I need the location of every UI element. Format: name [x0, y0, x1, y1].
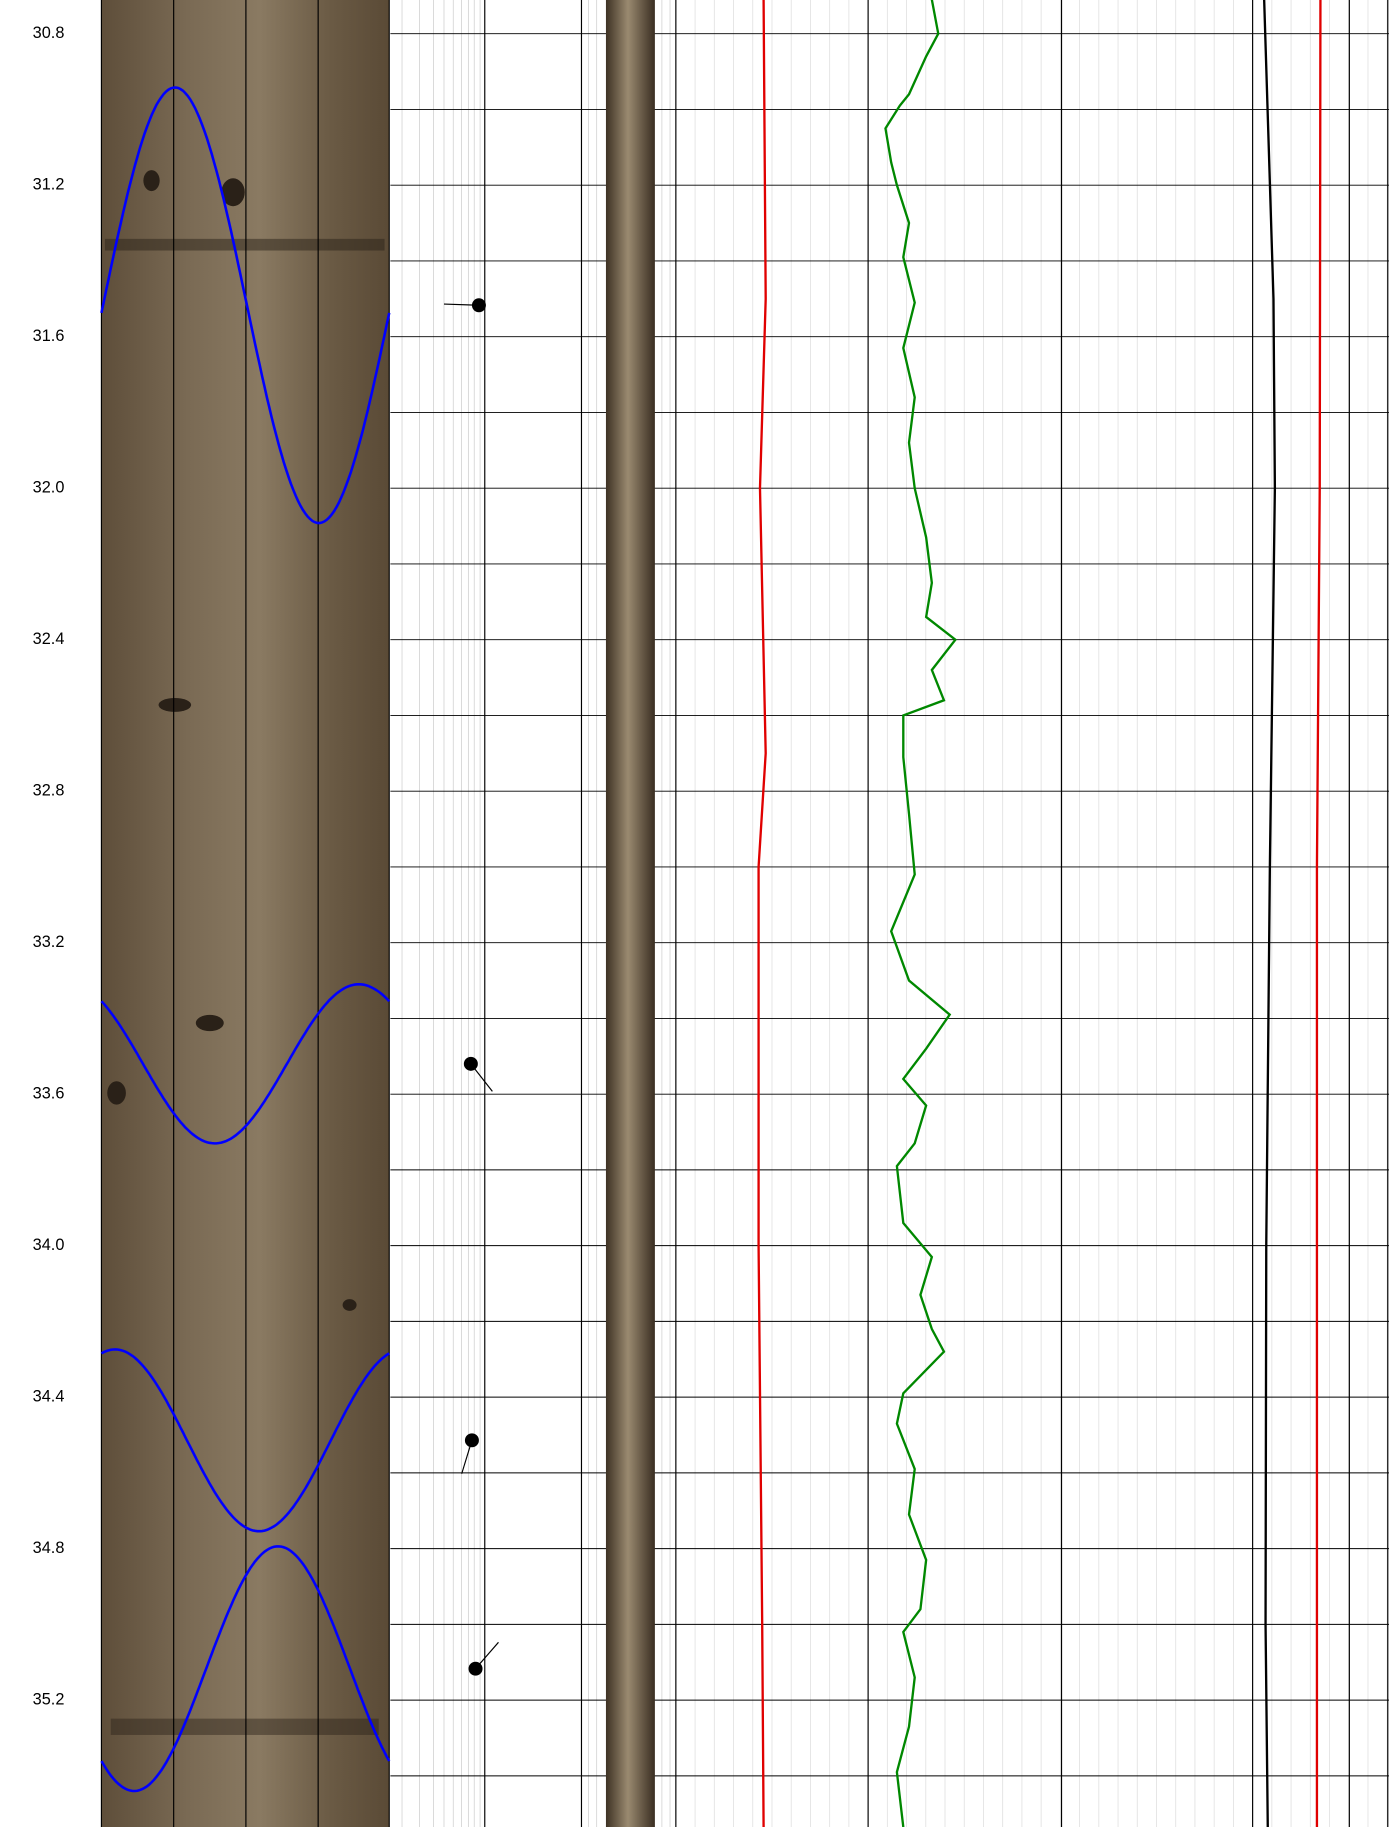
image-features: [104, 170, 385, 1735]
depth-label: 30.8: [33, 24, 65, 42]
depth-label: 33.6: [33, 1084, 65, 1102]
tadpole: [464, 1433, 479, 1448]
log-curve: [1263, 0, 1277, 1827]
log-curve: [884, 0, 958, 1827]
core-image: [605, 0, 655, 1827]
depth-label: 34.0: [33, 1236, 65, 1254]
depth-label: 33.2: [33, 933, 65, 951]
sinusoid: [100, 983, 391, 1145]
depth-label: 34.4: [33, 1387, 65, 1405]
depth-label: 31.6: [33, 327, 65, 345]
depth-label: 32.4: [33, 630, 65, 648]
log-curve: [1315, 0, 1322, 1827]
sinusoid: [100, 1545, 391, 1793]
log-curve: [757, 0, 767, 1827]
depth-label: 35.2: [33, 1690, 65, 1708]
depth-label: 32.8: [33, 781, 65, 799]
tadpole: [468, 1661, 483, 1676]
depth-label: 34.8: [33, 1539, 65, 1557]
sinusoid: [100, 1348, 390, 1533]
depth-label: 31.2: [33, 176, 65, 194]
tadpole: [471, 298, 486, 313]
depth-label: 32.0: [33, 478, 65, 496]
tadpole: [463, 1056, 478, 1071]
sinusoid: [100, 86, 391, 525]
